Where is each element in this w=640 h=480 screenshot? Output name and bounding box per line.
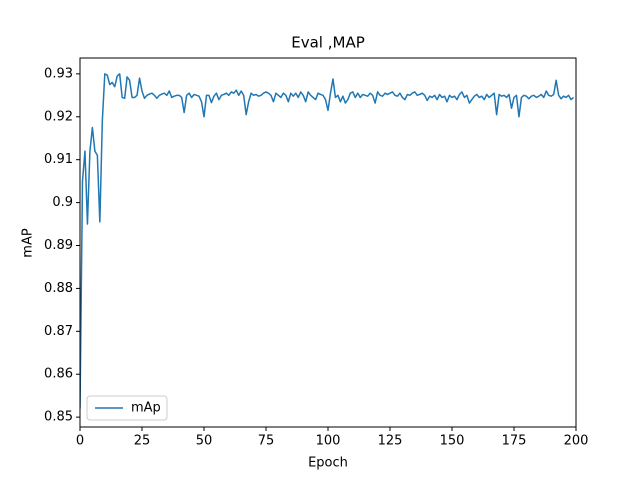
y-tick-label: 0.86 [44,367,73,382]
legend-label: mAp [131,401,161,416]
x-tick-label: 175 [502,434,527,449]
y-tick-label: 0.89 [44,238,73,253]
x-tick-label: 150 [440,434,465,449]
x-tick-label: 50 [196,434,213,449]
chart-title: Eval ,MAP [291,34,365,52]
y-tick-label: 0.9 [52,195,73,210]
x-tick-label: 75 [258,434,275,449]
data-line [80,73,575,409]
y-tick-label: 0.88 [44,281,73,296]
plot-frame [79,57,577,428]
y-tick-label: 0.85 [44,410,73,425]
y-tick-label: 0.93 [44,66,73,81]
x-tick-label: 125 [378,434,403,449]
y-tick-label: 0.87 [44,324,73,339]
x-tick-label: 25 [134,434,151,449]
y-tick-label: 0.92 [44,109,73,124]
legend-box [86,395,168,421]
x-tick-label: 0 [76,434,84,449]
y-axis-label: mAP [21,228,36,258]
x-tick-label: 200 [564,434,589,449]
y-tick-label: 0.91 [44,152,73,167]
x-tick-label: 100 [316,434,341,449]
x-axis-label: Epoch [308,456,348,471]
